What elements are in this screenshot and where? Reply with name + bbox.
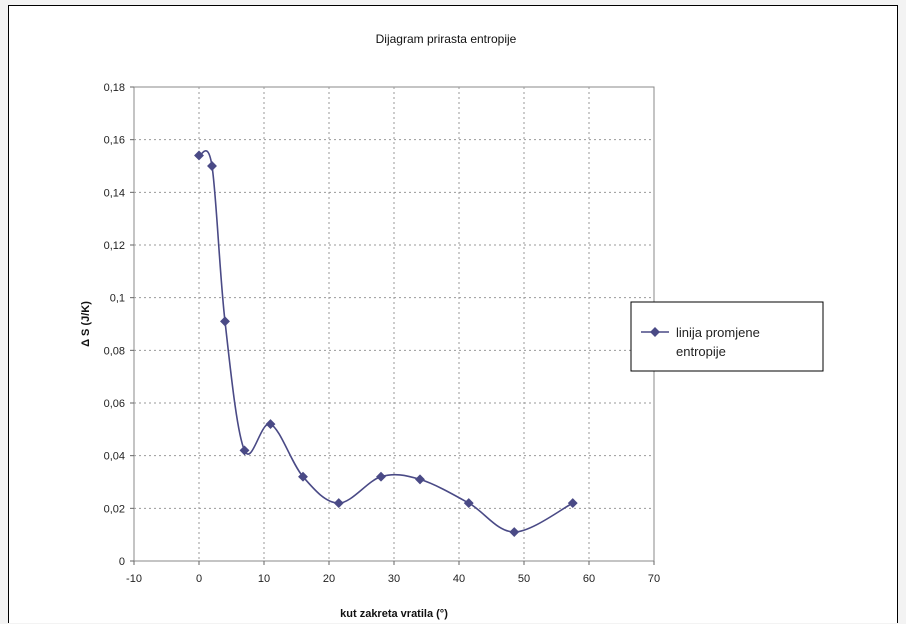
data-point-marker [239,445,250,456]
x-tick-label: -10 [126,573,142,585]
data-point-marker [220,316,230,327]
x-tick-label: 0 [196,573,202,585]
data-point-marker [298,471,308,482]
legend: linija promjene entropije [630,301,824,372]
chart: Dijagram prirasta entropije -10 0 10 20 30 40… [80,32,824,620]
y-tick-label: 0,16 [104,135,125,147]
grid-lines [130,86,655,565]
x-tick-label: 70 [648,573,660,585]
legend-marker-swatch [650,327,660,337]
x-tick-label: 50 [518,573,530,585]
y-tick-label: 0,1 [110,293,125,305]
x-tick-label: 30 [388,573,400,585]
legend-box [630,301,824,372]
tick-labels: -10 0 10 20 30 40 50 60 7000,020,040,060,080,10,… [104,82,661,585]
chart-title: Dijagram prirasta entropije [376,32,517,46]
data-point-marker [567,498,578,509]
data-point-marker [415,474,425,485]
y-tick-label: 0 [119,556,125,568]
chart-frame: Dijagram prirasta entropije -10 0 10 20 30 40… [8,5,898,623]
y-tick-label: 0,14 [104,187,125,199]
data-point-marker [376,471,386,482]
x-tick-label: 10 [258,573,270,585]
legend-label-line1: linija promjene [676,325,760,340]
legend-label-line2: entropije [676,344,726,359]
data-point-marker [194,150,204,161]
y-tick-label: 0,04 [104,451,125,463]
x-tick-label: 60 [583,573,595,585]
data-point-marker [265,419,276,430]
data-point-marker [207,161,217,171]
y-axis-title: Δ S (J/K) [80,301,92,347]
x-tick-label: 20 [323,573,335,585]
y-tick-label: 0,06 [104,398,125,410]
y-tick-label: 0,12 [104,240,125,252]
x-axis-title: kut zakreta vratila (°) [340,608,448,620]
y-tick-label: 0,02 [104,503,125,515]
data-point-marker [509,527,520,537]
data-point-marker [333,498,344,509]
x-tick-label: 40 [453,573,465,585]
y-tick-label: 0,18 [104,82,125,94]
y-tick-label: 0,08 [104,345,125,357]
data-point-marker [463,498,474,509]
data-points [194,150,578,537]
